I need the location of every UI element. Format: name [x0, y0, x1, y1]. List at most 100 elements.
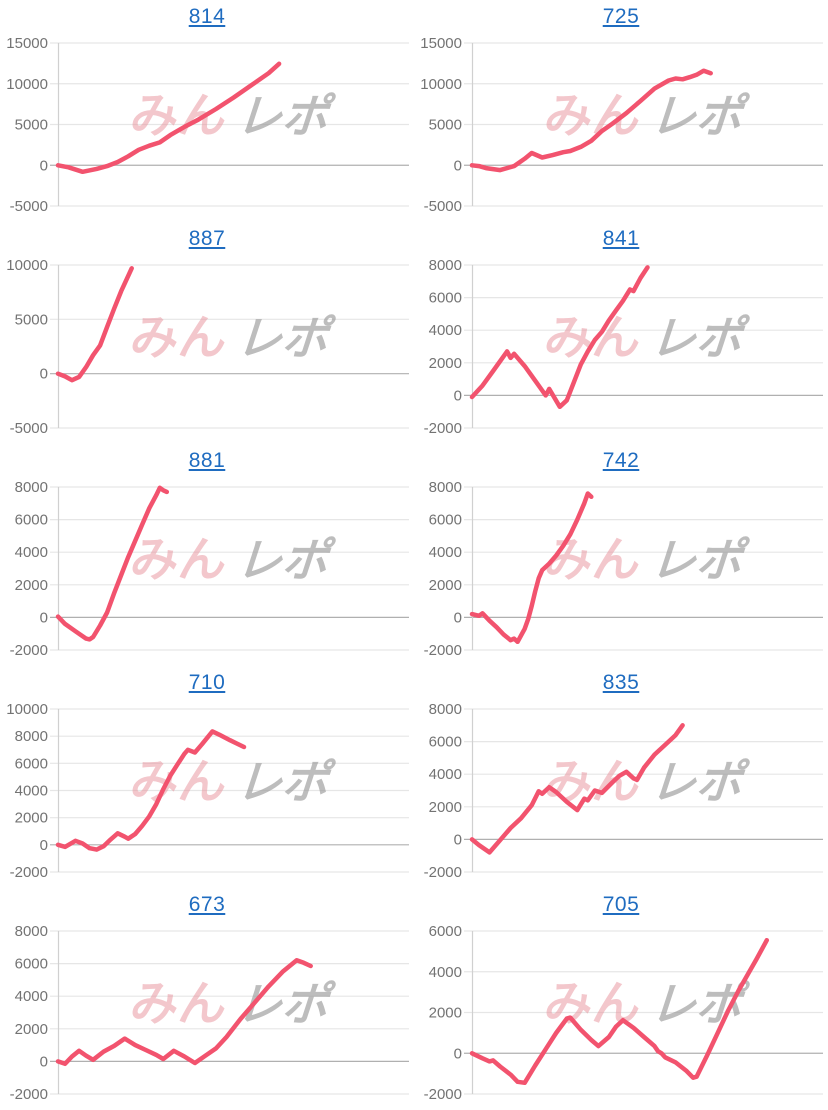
y-tick-label: 4000 — [429, 766, 462, 783]
y-tick-label: 2000 — [429, 799, 462, 816]
chart-cell: 814 15000 10000 5000 0 -5000 みん レポ — [0, 0, 414, 222]
watermark-logo: みん レポ — [542, 977, 754, 1031]
y-tick-label: -2000 — [10, 864, 48, 881]
y-tick-label: -2000 — [424, 642, 462, 659]
watermark-pink-text: みん — [128, 89, 230, 143]
watermark-logo: みん レポ — [542, 533, 754, 587]
watermark-pink-text: みん — [542, 533, 644, 587]
chart-title-row: 710 — [0, 666, 414, 700]
chart-cell: 887 10000 5000 0 -5000 みん レポ — [0, 222, 414, 444]
y-tick-label: 0 — [40, 609, 48, 626]
y-tick-label: 4000 — [15, 783, 48, 800]
y-tick-label: 10000 — [6, 76, 48, 93]
series-line — [55, 485, 170, 642]
y-tick-label: 10000 — [6, 257, 48, 274]
y-tick-label: 0 — [454, 387, 462, 404]
watermark-gray-text: レポ — [232, 91, 341, 143]
series-line — [469, 937, 770, 1086]
y-tick-label: 2000 — [15, 577, 48, 594]
y-tick-label: 0 — [454, 609, 462, 626]
chart-title-link[interactable]: 841 — [602, 227, 640, 250]
chart-cell: 742 8000 6000 4000 2000 0 -2000 みん レポ — [414, 444, 828, 666]
chart-cell: 710 10000 8000 6000 4000 2000 0 -2000 みん レポ — [0, 666, 414, 888]
chart-title-link[interactable]: 742 — [602, 449, 640, 472]
series-line — [55, 266, 134, 383]
chart-title-link[interactable]: 887 — [188, 227, 226, 250]
y-tick-label: 5000 — [15, 311, 48, 328]
watermark-logo: みん レポ — [128, 311, 340, 365]
y-tick-label: 6000 — [429, 923, 462, 940]
chart-title-link[interactable]: 814 — [188, 5, 226, 28]
y-tick-label: 6000 — [429, 734, 462, 751]
y-tick-label: -2000 — [424, 864, 462, 881]
chart-title-link[interactable]: 673 — [188, 893, 226, 916]
y-tick-label: 8000 — [429, 479, 462, 496]
y-tick-label: -5000 — [10, 198, 48, 215]
line-chart: 8000 6000 4000 2000 0 -2000 みん レポ — [10, 923, 409, 1103]
y-tick-label: 0 — [454, 1045, 462, 1062]
y-tick-label: 4000 — [15, 544, 48, 561]
y-tick-label: 6000 — [429, 512, 462, 529]
chart-title-row: 673 — [0, 888, 414, 922]
chart-cell: 881 8000 6000 4000 2000 0 -2000 みん レポ — [0, 444, 414, 666]
y-tick-label: 6000 — [15, 956, 48, 973]
watermark-logo: みん レポ — [542, 311, 754, 365]
chart-title-link[interactable]: 881 — [188, 449, 226, 472]
line-chart: 8000 6000 4000 2000 0 -2000 みん レポ — [424, 701, 823, 881]
y-tick-label: 4000 — [429, 544, 462, 561]
watermark-logo: みん レポ — [542, 755, 754, 809]
chart-cell: 841 8000 6000 4000 2000 0 -2000 みん レポ — [414, 222, 828, 444]
watermark-gray-text: レポ — [232, 535, 341, 587]
chart-title-link[interactable]: 725 — [602, 5, 640, 28]
chart-cell: 725 15000 10000 5000 0 -5000 みん レポ — [414, 0, 828, 222]
chart-title-link[interactable]: 705 — [602, 893, 640, 916]
chart-title-row: 835 — [414, 666, 828, 700]
y-tick-label: 4000 — [429, 964, 462, 981]
y-tick-label: 6000 — [15, 755, 48, 772]
chart-title-row: 887 — [0, 222, 414, 256]
y-tick-label: 5000 — [429, 117, 462, 134]
watermark-pink-text: みん — [542, 89, 644, 143]
series-line — [469, 265, 650, 410]
line-chart: 8000 6000 4000 2000 0 -2000 みん レポ — [10, 479, 409, 659]
y-tick-label: 10000 — [6, 701, 48, 718]
watermark-pink-text: みん — [128, 311, 230, 365]
chart-title-link[interactable]: 835 — [602, 671, 640, 694]
watermark-logo: みん レポ — [128, 533, 340, 587]
series-line — [469, 491, 594, 645]
chart-title-link[interactable]: 710 — [188, 671, 226, 694]
chart-title-row: 881 — [0, 444, 414, 478]
y-tick-label: 2000 — [429, 355, 462, 372]
y-tick-label: 2000 — [429, 577, 462, 594]
y-tick-label: 8000 — [15, 923, 48, 940]
y-tick-label: -2000 — [424, 420, 462, 437]
series-line — [55, 729, 247, 852]
watermark-logo: みん レポ — [542, 89, 754, 143]
watermark-gray-text: レポ — [232, 757, 341, 809]
watermark-gray-text: レポ — [646, 535, 755, 587]
y-tick-label: 5000 — [15, 117, 48, 134]
chart-title-row: 814 — [0, 0, 414, 34]
line-chart: 15000 10000 5000 0 -5000 みん レポ — [420, 35, 823, 215]
watermark-logo: みん レポ — [128, 89, 340, 143]
chart-title-row: 725 — [414, 0, 828, 34]
line-chart: 8000 6000 4000 2000 0 -2000 みん レポ — [424, 257, 823, 437]
y-tick-label: -2000 — [10, 642, 48, 659]
chart-cell: 673 8000 6000 4000 2000 0 -2000 みん レポ — [0, 888, 414, 1110]
y-tick-label: 2000 — [15, 810, 48, 827]
chart-title-row: 742 — [414, 444, 828, 478]
y-tick-label: 10000 — [420, 76, 462, 93]
chart-title-row: 705 — [414, 888, 828, 922]
watermark-pink-text: みん — [128, 977, 230, 1031]
y-tick-label: 4000 — [429, 322, 462, 339]
y-tick-label: 0 — [454, 831, 462, 848]
series-line — [55, 958, 313, 1067]
y-tick-label: 2000 — [15, 1021, 48, 1038]
watermark-pink-text: みん — [542, 755, 644, 809]
watermark-logo: みん レポ — [128, 977, 340, 1031]
y-tick-label: 4000 — [15, 988, 48, 1005]
series-line — [469, 68, 713, 173]
y-tick-label: 15000 — [420, 35, 462, 52]
